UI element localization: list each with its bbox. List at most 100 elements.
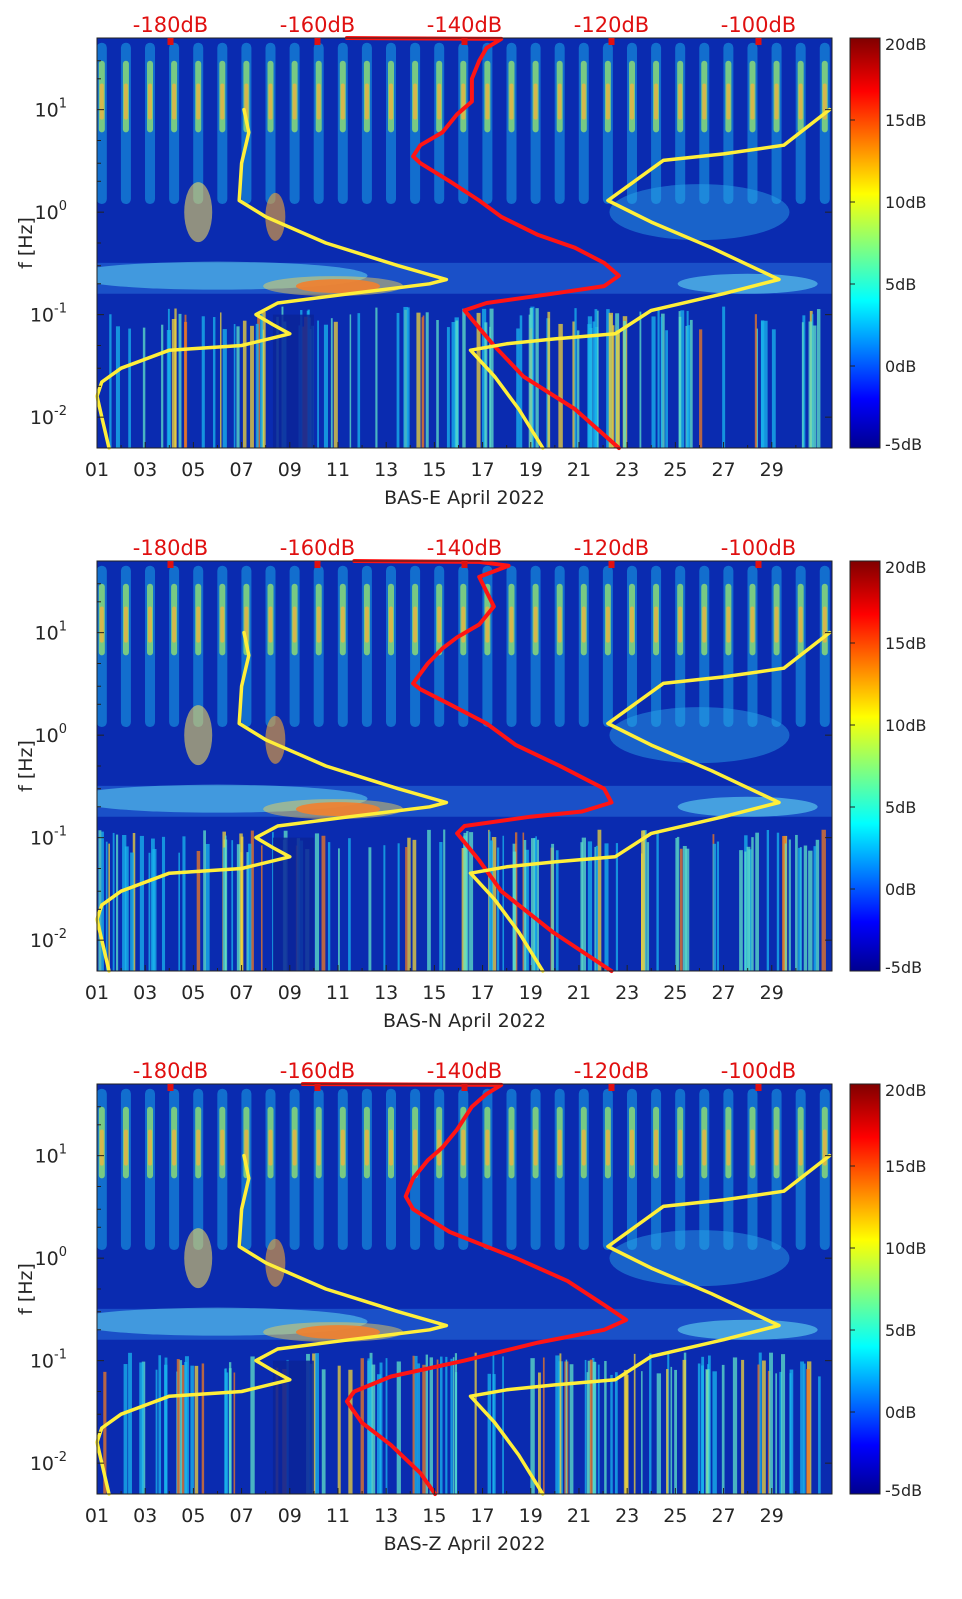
- y-tick-base: 10: [30, 828, 54, 850]
- colorbar-tick-label: 0dB: [885, 1403, 916, 1422]
- top-axis-tick: [167, 561, 174, 568]
- x-tick-label: 27: [711, 1505, 735, 1527]
- spectrogram-texture: [97, 1088, 832, 1494]
- x-tick-label: 29: [760, 982, 784, 1004]
- top-axis-label: -180dB: [133, 1059, 208, 1083]
- x-tick-label: 21: [567, 1505, 591, 1527]
- colorbar: [849, 560, 881, 972]
- y-tick-exponent: 1: [59, 1143, 67, 1158]
- x-tick-label: 25: [663, 459, 687, 481]
- top-axis-tick: [314, 1084, 321, 1091]
- x-tick-label: 03: [133, 982, 157, 1004]
- x-tick-label: 07: [229, 459, 253, 481]
- y-axis-label: f [Hz]: [15, 1263, 37, 1315]
- model-curve: [468, 107, 832, 450]
- x-tick-label: 05: [181, 982, 205, 1004]
- colorbar-tick-label: 5dB: [885, 275, 916, 294]
- y-tick-base: 10: [30, 1351, 54, 1373]
- x-tick-label: 07: [229, 982, 253, 1004]
- x-tick-label: 05: [181, 459, 205, 481]
- top-axis-label: -100dB: [721, 13, 796, 37]
- y-tick-base: 10: [35, 100, 59, 122]
- x-tick-label: 17: [470, 1505, 494, 1527]
- model-curve: [95, 107, 449, 450]
- x-tick-label: 17: [470, 459, 494, 481]
- colorbar-tick-label: 10dB: [885, 193, 927, 212]
- top-axis-tick: [755, 38, 762, 45]
- x-tick-label: 27: [711, 459, 735, 481]
- colorbar-tick-label: 10dB: [885, 716, 927, 735]
- model-curve: [468, 1153, 832, 1496]
- y-tick-base: 10: [30, 407, 54, 429]
- colorbar-tick-label: -5dB: [885, 958, 922, 977]
- x-tick-label: 11: [326, 982, 350, 1004]
- y-tick-label: 100: [35, 722, 67, 747]
- x-tick-label: 15: [422, 459, 446, 481]
- top-axis-label: -180dB: [133, 536, 208, 560]
- x-tick-label: 09: [278, 1505, 302, 1527]
- y-tick-exponent: 0: [59, 1245, 67, 1260]
- top-axis-label: -160dB: [280, 1059, 355, 1083]
- top-axis-label: -160dB: [280, 536, 355, 560]
- y-tick-base: 10: [35, 202, 59, 224]
- colorbar-tick-label: 20dB: [885, 558, 927, 577]
- colorbar-tick-label: 0dB: [885, 880, 916, 899]
- colorbar-tick-label: -5dB: [885, 435, 922, 454]
- colorbar: [849, 1083, 881, 1495]
- top-axis-label: -140dB: [427, 13, 502, 37]
- model-curve: [95, 1153, 449, 1496]
- x-tick-label: 01: [85, 982, 109, 1004]
- y-tick-label: 10-2: [30, 1450, 67, 1475]
- x-tick-label: 11: [326, 1505, 350, 1527]
- top-axis-tick: [608, 561, 615, 568]
- x-tick-label: 29: [760, 1505, 784, 1527]
- colorbar-tick-label: 5dB: [885, 798, 916, 817]
- x-tick-label: 21: [567, 459, 591, 481]
- y-tick-base: 10: [30, 930, 54, 952]
- psd-curve: [300, 1082, 629, 1496]
- top-axis-label: -100dB: [721, 536, 796, 560]
- x-axis-label: BAS-N April 2022: [383, 1010, 546, 1032]
- x-tick-label: 13: [374, 982, 398, 1004]
- spectrogram-texture: [97, 565, 832, 971]
- colorbar-tick-label: 5dB: [885, 1321, 916, 1340]
- top-axis-tick: [755, 561, 762, 568]
- y-tick-exponent: -2: [54, 404, 67, 419]
- y-tick-label: 101: [35, 620, 67, 645]
- model-curve: [468, 630, 832, 973]
- y-tick-base: 10: [35, 1146, 59, 1168]
- x-tick-label: 11: [326, 459, 350, 481]
- colorbar-tick-label: 15dB: [885, 634, 927, 653]
- x-tick-label: 01: [85, 1505, 109, 1527]
- y-tick-exponent: 0: [59, 199, 67, 214]
- top-axis-label: -120dB: [574, 1059, 649, 1083]
- colorbar: [849, 37, 881, 449]
- psd-curve: [344, 36, 621, 450]
- top-axis-label: -120dB: [574, 536, 649, 560]
- x-tick-label: 13: [374, 1505, 398, 1527]
- y-axis-label: f [Hz]: [15, 217, 37, 269]
- colorbar-tick-label: 15dB: [885, 111, 927, 130]
- y-tick-label: 101: [35, 1143, 67, 1168]
- top-axis-tick: [608, 1084, 615, 1091]
- x-tick-label: 15: [422, 982, 446, 1004]
- y-tick-base: 10: [30, 1453, 54, 1475]
- top-axis-tick: [167, 1084, 174, 1091]
- x-tick-label: 25: [663, 1505, 687, 1527]
- y-tick-exponent: -2: [54, 1450, 67, 1465]
- y-axis-label: f [Hz]: [15, 740, 37, 792]
- top-axis-label: -160dB: [280, 13, 355, 37]
- x-tick-label: 23: [615, 982, 639, 1004]
- x-tick-label: 01: [85, 459, 109, 481]
- y-tick-exponent: 1: [59, 620, 67, 635]
- top-axis-tick: [461, 1084, 468, 1091]
- top-axis-tick: [314, 38, 321, 45]
- x-tick-label: 23: [615, 459, 639, 481]
- top-axis-tick: [461, 38, 468, 45]
- x-tick-label: 19: [519, 982, 543, 1004]
- x-tick-label: 27: [711, 982, 735, 1004]
- y-tick-base: 10: [35, 1248, 59, 1270]
- y-tick-label: 10-1: [30, 825, 67, 850]
